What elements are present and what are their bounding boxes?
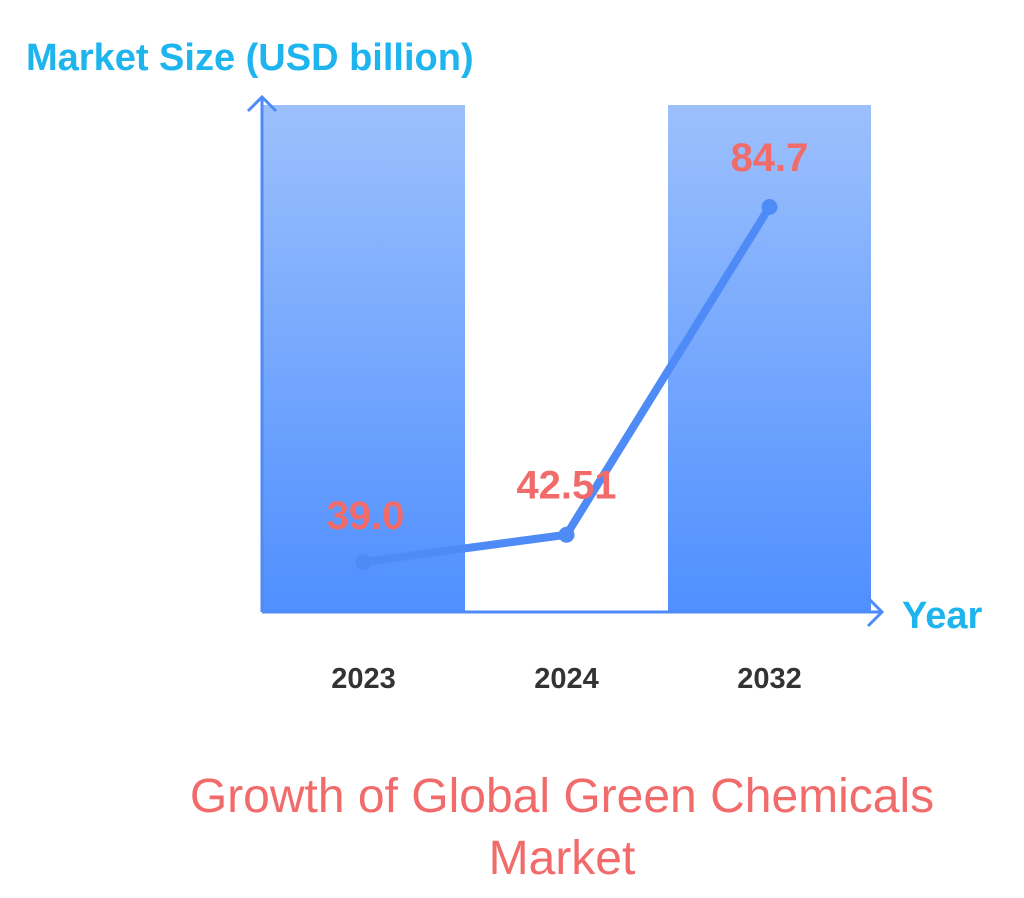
y-axis-arrow: [246, 94, 278, 113]
axes-layer: [246, 94, 885, 628]
bar-2032: [668, 105, 871, 612]
x-tick-label-2024: 2024: [534, 663, 599, 695]
x-axis-title: Year: [902, 595, 983, 637]
x-tick-label-2023: 2023: [331, 663, 396, 695]
chart-title: Growth of Global Green Chemicals Market: [189, 770, 935, 885]
data-point-2023: [355, 554, 372, 570]
labels-layer: 39.0 42.51 84.7 2023 2024 2032: [327, 136, 809, 695]
bars-layer: [262, 105, 871, 612]
y-axis-title: Market Size (USD billion): [26, 37, 474, 79]
x-tick-label-2032: 2032: [737, 663, 802, 695]
data-label-2032: 84.7: [731, 136, 809, 180]
data-label-2023: 39.0: [327, 494, 405, 538]
data-point-2024: [558, 526, 575, 543]
line-layer: [355, 199, 778, 570]
bar-2023: [262, 105, 465, 612]
x-axis-arrow: [866, 596, 885, 628]
data-label-2024: 42.51: [516, 464, 616, 508]
data-point-2032: [761, 199, 778, 215]
